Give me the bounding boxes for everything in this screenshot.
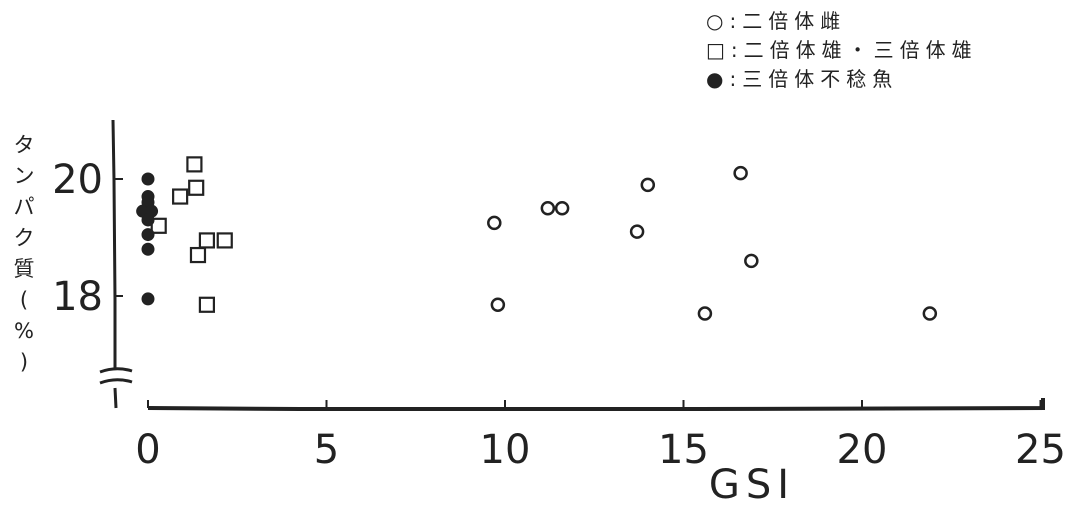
data-point-filled-circle (141, 228, 155, 242)
data-point-open-square (172, 188, 189, 205)
data-point-open-square (150, 217, 167, 234)
y-tick-label: 20 (52, 157, 103, 203)
axis-break-mark-upper (99, 367, 133, 374)
x-tick-label: 20 (837, 427, 888, 473)
axes (99, 119, 1045, 411)
x-tick-label: 5 (314, 427, 339, 473)
data-point-open-circle (554, 201, 570, 216)
y-tick-label: 18 (52, 274, 103, 320)
x-tick-label: 25 (1015, 427, 1066, 473)
legend: ○:二倍体雌 □:二倍体雄・三倍体雄 ●:三倍体不稔魚 (706, 9, 978, 91)
x-tick-label: 15 (658, 427, 709, 473)
data-points (136, 156, 938, 321)
data-point-filled-circle (141, 292, 155, 306)
y-axis-line (111, 119, 118, 409)
legend-entry-2: □:二倍体雄・三倍体雄 (706, 38, 978, 62)
data-point-open-circle (922, 306, 938, 321)
data-point-open-circle (733, 165, 748, 181)
data-point-filled-circle (141, 172, 155, 186)
x-axis-title: GSI (709, 462, 795, 507)
data-point-open-circle (744, 253, 759, 269)
y-axis-title-text: タンパク質(%) (14, 133, 35, 374)
x-tick-label: 0 (135, 427, 160, 473)
data-point-open-square (198, 296, 216, 313)
data-point-open-circle (490, 297, 506, 313)
legend-entry-3: ●:三倍体不稔魚 (706, 67, 898, 91)
data-point-filled-circle (141, 242, 155, 256)
data-point-open-circle (640, 177, 656, 193)
axis-break-mark-lower (99, 378, 133, 385)
data-point-open-square (186, 156, 203, 173)
data-point-open-square (189, 246, 207, 264)
data-point-open-circle (540, 201, 556, 216)
x-axis-line (147, 398, 1045, 411)
data-point-open-square (188, 179, 205, 196)
data-point-open-circle (629, 224, 645, 239)
data-point-open-circle (697, 306, 713, 321)
x-ticks: 0 5 10 15 20 25 (135, 400, 1066, 473)
legend-entry-1: ○:二倍体雌 (706, 9, 846, 33)
x-tick-label: 10 (480, 427, 531, 473)
data-point-filled-circle (141, 213, 155, 227)
data-point-open-circle (487, 215, 502, 231)
data-point-open-square (216, 232, 233, 249)
y-axis-title: タンパク質(%) (14, 133, 35, 374)
data-point-open-square (198, 232, 216, 249)
